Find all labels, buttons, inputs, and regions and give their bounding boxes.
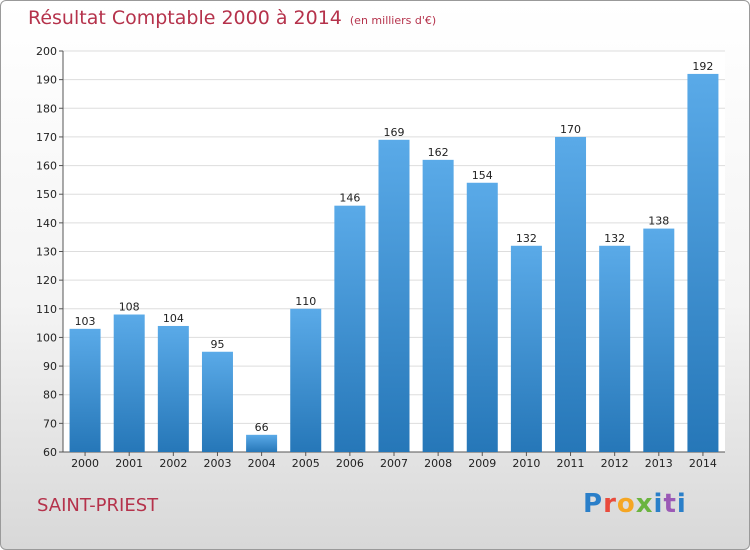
x-tick-labels: 2000 2001 2002 2003 2004 2005 2006 2007 2008 2009… [71,457,717,470]
data-label-2010: 132 [516,232,537,245]
x-tick-label-2008: 2008 [424,457,452,470]
data-label-2009: 154 [472,169,493,182]
bar-2004 [246,434,278,452]
y-tick-label: 110 [36,303,57,316]
y-tick-label: 200 [36,45,57,58]
x-tick-label-2007: 2007 [380,457,408,470]
commune-name: SAINT-PRIEST [37,495,159,516]
chart-title-unit: (en milliers d'€) [349,14,437,27]
data-label-2006: 146 [339,192,360,205]
y-tick-label: 150 [36,188,57,201]
x-tick-label-2001: 2001 [115,457,143,470]
data-label-2013: 138 [648,215,669,228]
chart-title: Résultat Comptable 2000 à 2014 (en millie… [28,7,436,29]
logo-letter: t [663,489,677,519]
bar-2009 [466,182,498,452]
x-tick-label-2002: 2002 [159,457,187,470]
y-tick-label: 60 [43,446,57,459]
x-tick-label-2013: 2013 [645,457,673,470]
bar-2000 [69,328,101,452]
x-tick-label-2011: 2011 [557,457,585,470]
x-tick-label-2003: 2003 [203,457,231,470]
data-label-2011: 170 [560,123,581,136]
proxiti-logo: Proxiti [583,489,687,519]
bar-2010 [510,245,542,452]
bar-2014 [687,73,719,453]
logo-letter: x [635,489,654,519]
bars [69,73,719,453]
y-tick-label: 90 [43,360,57,373]
bar-2012 [599,245,631,452]
x-tick-label-2006: 2006 [336,457,364,470]
data-label-2000: 103 [75,315,96,328]
logo-letter: i [653,489,664,519]
y-tick-label: 170 [36,131,57,144]
bar-2005 [290,308,322,452]
bar-2008 [422,159,454,453]
bar-2001 [113,314,145,452]
x-tick-label-2014: 2014 [689,457,717,470]
x-tick-label-2005: 2005 [292,457,320,470]
x-tick-label-2004: 2004 [248,457,276,470]
logo-letter: P [583,489,604,519]
x-tick-label-2000: 2000 [71,457,99,470]
y-tick-label: 160 [36,160,57,173]
data-label-2008: 162 [428,146,449,159]
y-tick-label: 130 [36,246,57,259]
bar-2002 [157,325,189,452]
bar-2007 [378,139,410,453]
data-label-2007: 169 [384,126,405,139]
data-label-2001: 108 [119,301,140,314]
x-tick-label-2012: 2012 [601,457,629,470]
y-tick-labels: 60 70 80 90 100 110 120 130 140 150 160 170 180 190 20… [36,45,57,459]
y-tick-label: 80 [43,389,57,402]
data-labels: 103 108 104 95 66 110 146 169 162 154 132 170 132 138… [75,60,714,434]
logo-letter: o [616,489,636,519]
y-tick-label: 120 [36,274,57,287]
y-tick-label: 70 [43,417,57,430]
bar-2013 [643,228,675,452]
y-tick-label: 180 [36,102,57,115]
x-tick-label-2010: 2010 [512,457,540,470]
bar-2006 [334,205,366,452]
bar-2003 [201,351,233,452]
data-label-2014: 192 [692,60,713,73]
bar-2011 [555,136,587,452]
data-label-2012: 132 [604,232,625,245]
data-label-2004: 66 [255,421,269,434]
y-tick-label: 100 [36,331,57,344]
y-tick-label: 190 [36,74,57,87]
chart-title-main: Résultat Comptable 2000 à 2014 [28,7,342,29]
data-label-2005: 110 [295,295,316,308]
data-label-2003: 95 [210,338,224,351]
logo-letter: i [676,489,687,519]
data-label-2002: 104 [163,312,184,325]
logo-letter: r [603,489,617,519]
x-tick-label-2009: 2009 [468,457,496,470]
y-tick-label: 140 [36,217,57,230]
